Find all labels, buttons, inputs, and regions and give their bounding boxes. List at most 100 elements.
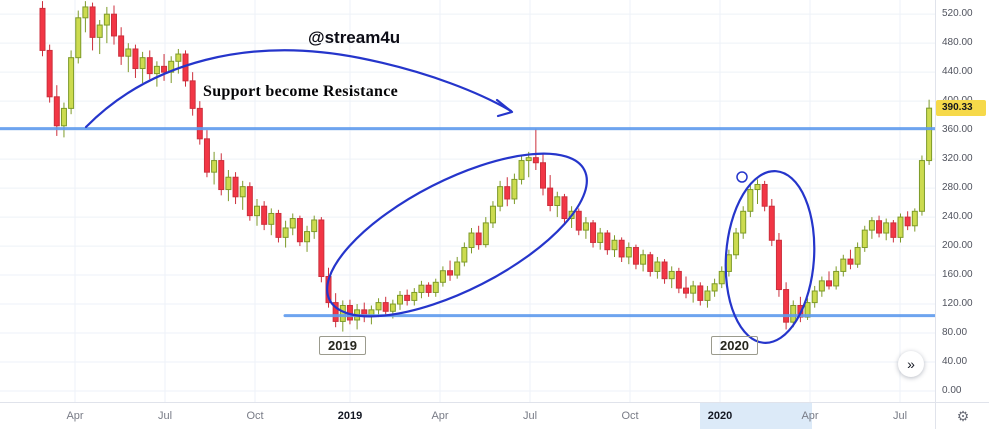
plot-svg[interactable]	[0, 0, 935, 402]
more-button[interactable]: »	[898, 351, 924, 377]
price-tick-label: 240.00	[942, 211, 973, 223]
price-tick-label: 0.00	[942, 385, 962, 396]
candle-body	[89, 6, 96, 38]
candle-body	[497, 186, 504, 207]
candle-body	[632, 247, 639, 265]
candle-body	[161, 65, 168, 73]
candle-body	[868, 220, 875, 231]
time-axis-label[interactable]: Apr	[431, 410, 449, 422]
candle-body	[861, 229, 868, 249]
candle-body	[332, 302, 339, 322]
candle-body	[432, 281, 439, 293]
candle-body	[625, 247, 632, 258]
candle-body	[125, 48, 132, 57]
settings-gear-icon[interactable]: ⚙	[956, 408, 970, 424]
anchor-circle[interactable]	[736, 171, 748, 183]
candle-body	[683, 287, 689, 294]
price-tick-label: 360.00	[942, 124, 973, 136]
candle-body	[561, 196, 568, 220]
time-axis-label[interactable]: Oct	[621, 410, 639, 422]
candle-body	[282, 227, 289, 238]
candle-body	[275, 212, 282, 238]
price-tick-label: 520.00	[942, 8, 973, 20]
candle-body	[46, 49, 53, 98]
candle-body	[511, 178, 518, 200]
candle-body	[447, 270, 454, 276]
price-axis[interactable]: 520.00480.00440.00400.00360.00320.00280.…	[935, 0, 989, 402]
candle-body	[754, 183, 761, 191]
candle-body	[411, 291, 418, 301]
candle-body	[404, 294, 411, 301]
candle-body	[454, 261, 461, 276]
candle-body	[311, 219, 318, 233]
candle-body	[640, 254, 647, 265]
trend-arrow-head	[495, 98, 514, 118]
time-axis-label[interactable]: Apr	[801, 410, 819, 422]
time-axis-label[interactable]: Jul	[157, 410, 173, 422]
candle-body	[575, 210, 582, 231]
time-axis-label[interactable]: 2019	[337, 410, 363, 422]
time-axis-label[interactable]: Oct	[246, 410, 264, 422]
candle-body	[153, 65, 160, 75]
watermark-text[interactable]: @stream4u	[308, 28, 401, 47]
candle-body	[554, 196, 561, 206]
candle-body	[847, 258, 854, 265]
candle-body	[582, 222, 589, 231]
candle-body	[96, 24, 103, 38]
candle-body	[196, 107, 203, 140]
candle-body	[761, 183, 768, 207]
candle-body	[211, 160, 218, 173]
time-axis[interactable]: Apr Jul Oct 2019 Apr Jul Oct 2020 Apr Jul	[0, 402, 935, 429]
candle-body	[690, 285, 697, 294]
candle-body	[675, 270, 682, 289]
candle-body	[68, 57, 75, 109]
candle-body	[897, 216, 904, 238]
candle-body	[289, 218, 296, 229]
time-axis-label[interactable]: 2020	[707, 410, 733, 422]
candle-body	[740, 210, 747, 234]
trend-arrow[interactable]	[84, 49, 513, 129]
candle-body	[926, 107, 933, 162]
candle-body	[118, 35, 125, 57]
ellipse-2019-rally[interactable]	[305, 121, 610, 349]
candle-body	[482, 222, 489, 246]
candle-body	[418, 284, 425, 293]
time-axis-label[interactable]: Jul	[522, 410, 538, 422]
price-tick-label: 80.00	[942, 327, 968, 339]
price-tick-label: 160.00	[942, 269, 973, 281]
candle-body	[654, 261, 661, 272]
candle-body	[790, 304, 797, 323]
candle-body	[425, 284, 432, 293]
candle-body	[246, 186, 253, 217]
chevrons-right-icon: »	[907, 356, 915, 372]
candle-body	[697, 285, 704, 301]
candle-body	[296, 218, 303, 243]
candle-body	[261, 205, 268, 225]
candle-body	[597, 232, 604, 243]
candle-body	[718, 270, 725, 285]
range-label-2019[interactable]: 2019	[319, 336, 366, 355]
time-axis-label[interactable]: Apr	[66, 410, 84, 422]
candle-body	[103, 13, 110, 26]
candle-body	[840, 258, 847, 272]
candle-body	[439, 270, 446, 283]
candle-body	[783, 289, 790, 323]
candle-body	[375, 302, 382, 311]
candle-body	[39, 7, 46, 51]
candle-body	[854, 247, 861, 265]
candle-body	[489, 205, 496, 224]
price-tick-label: 40.00	[942, 356, 968, 367]
candle-body	[239, 186, 246, 198]
price-tick-label: 320.00	[942, 153, 973, 165]
range-label-2020[interactable]: 2020	[711, 336, 758, 355]
ellipse-2020-crash[interactable]	[720, 168, 820, 346]
support-resistance-note[interactable]: Support become Resistance	[203, 83, 399, 100]
candle-body	[618, 239, 625, 258]
candle-body	[532, 157, 539, 164]
price-tick-label: 480.00	[942, 37, 973, 49]
time-axis-label[interactable]: Jul	[892, 410, 908, 422]
price-tick-label: 120.00	[942, 298, 973, 310]
candle-body	[876, 220, 883, 234]
axis-settings-corner[interactable]: ⚙	[935, 402, 989, 429]
